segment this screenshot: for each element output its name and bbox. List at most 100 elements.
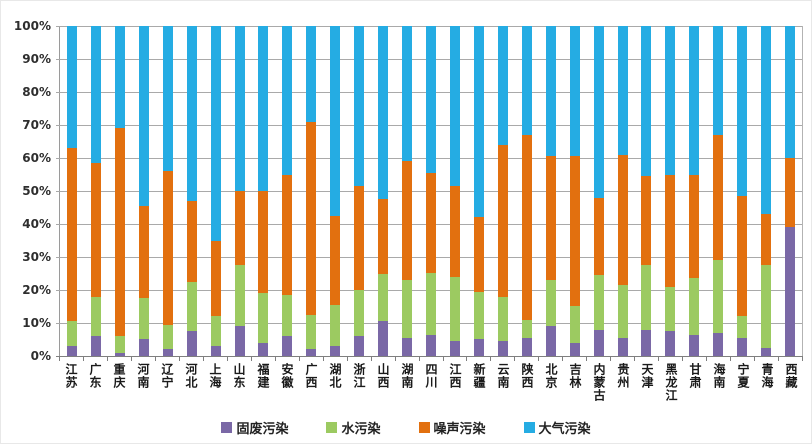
x-label-cell: 江苏 [59, 363, 83, 402]
segment-noise [66, 148, 77, 322]
segment-noise [234, 191, 245, 266]
segment-water [66, 321, 77, 347]
segment-water [258, 293, 269, 343]
x-tick [60, 356, 84, 361]
x-label-新疆: 新疆 [472, 363, 486, 389]
legend: 固废污染 水污染 噪声污染 大气污染 [1, 418, 811, 437]
segment-solid-waste [282, 336, 293, 356]
bar-广东 [90, 26, 101, 356]
x-label-cell: 上海 [203, 363, 227, 402]
segment-air [641, 26, 652, 177]
segment-noise [282, 174, 293, 295]
segment-solid-waste [90, 336, 101, 356]
segment-noise [114, 128, 125, 337]
x-label-cell: 甘肃 [683, 363, 707, 402]
x-label-辽宁: 辽宁 [160, 363, 174, 389]
segment-water [186, 281, 197, 332]
segment-noise [186, 200, 197, 282]
bar-column [60, 26, 84, 356]
bar-column [228, 26, 252, 356]
segment-solid-waste [665, 331, 676, 356]
bar-海南 [713, 26, 724, 356]
x-label-cell: 贵州 [611, 363, 635, 402]
segment-water [761, 265, 772, 348]
segment-air [306, 26, 317, 122]
segment-water [713, 260, 724, 333]
x-label-cell: 重庆 [107, 363, 131, 402]
segment-solid-waste [785, 227, 796, 356]
segment-water [90, 296, 101, 337]
bar-重庆 [114, 26, 125, 356]
bar-column [754, 26, 778, 356]
segment-noise [306, 121, 317, 315]
x-label-江西: 江西 [448, 363, 462, 389]
x-tick [372, 356, 396, 361]
legend-item-大气污染: 大气污染 [523, 418, 591, 437]
x-label-四川: 四川 [424, 363, 438, 389]
x-tick [659, 356, 684, 361]
bar-江西 [449, 26, 460, 356]
segment-air [282, 26, 293, 175]
segment-solid-waste [521, 337, 532, 356]
x-label-cell: 江西 [443, 363, 467, 402]
x-tick [755, 356, 780, 361]
x-tick [491, 356, 516, 361]
bar-安徽 [282, 26, 293, 356]
y-tick-label: 80% [22, 85, 51, 99]
x-tick [156, 356, 180, 361]
segment-solid-waste [426, 334, 437, 356]
x-label-黑龙江: 黑龙江 [664, 363, 678, 402]
segment-noise [378, 199, 389, 274]
x-tick [779, 356, 804, 361]
segment-solid-waste [617, 337, 628, 356]
x-label-河北: 河北 [184, 363, 198, 389]
segment-solid-waste [186, 331, 197, 356]
legend-swatch [326, 422, 338, 433]
x-tick [611, 356, 636, 361]
segment-air [426, 26, 437, 173]
segment-water [138, 298, 149, 340]
bars [60, 26, 802, 356]
segment-noise [761, 214, 772, 266]
x-label-cell: 吉林 [563, 363, 587, 402]
segment-air [785, 26, 796, 158]
segment-solid-waste [330, 346, 341, 356]
plot-area [56, 25, 803, 357]
bar-云南 [497, 26, 508, 356]
x-label-河南: 河南 [136, 363, 150, 389]
x-tick [539, 356, 564, 361]
segment-water [689, 278, 700, 335]
legend-item-固废污染: 固废污染 [221, 418, 288, 437]
x-tick [467, 356, 492, 361]
bar-column [658, 26, 682, 356]
y-tick-label: 60% [22, 151, 51, 165]
segment-noise [426, 172, 437, 274]
segment-water [545, 280, 556, 327]
bar-column [467, 26, 491, 356]
segment-solid-waste [66, 346, 77, 356]
x-label-cell: 安徽 [275, 363, 299, 402]
segment-water [162, 324, 173, 350]
x-label-江苏: 江苏 [64, 363, 78, 389]
bar-湖南 [402, 26, 413, 356]
x-label-重庆: 重庆 [112, 363, 126, 389]
x-label-cell: 宁夏 [731, 363, 755, 402]
x-label-广东: 广东 [88, 363, 102, 389]
segment-noise [162, 171, 173, 325]
bar-西藏 [785, 26, 796, 356]
x-label-北京: 北京 [544, 363, 558, 389]
bar-甘肃 [689, 26, 700, 356]
x-label-山西: 山西 [376, 363, 390, 389]
x-tick [707, 356, 732, 361]
bar-column [275, 26, 299, 356]
segment-noise [330, 215, 341, 305]
segment-water [282, 294, 293, 337]
y-tick-label: 50% [22, 184, 51, 198]
segment-air [162, 26, 173, 172]
segment-noise [449, 186, 460, 277]
segment-air [569, 26, 580, 157]
bar-宁夏 [737, 26, 748, 356]
segment-noise [593, 197, 604, 276]
segment-water [521, 319, 532, 338]
x-label-cell: 西藏 [779, 363, 803, 402]
